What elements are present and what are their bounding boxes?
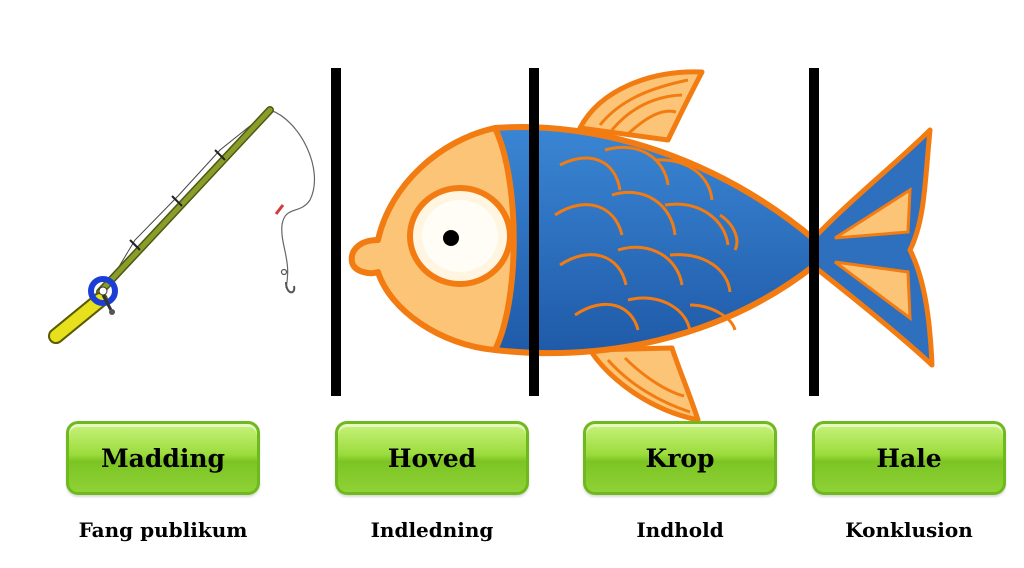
hale-label: Hale — [876, 443, 942, 473]
krop-button[interactable]: Krop — [583, 421, 777, 495]
caption-krop: Indhold — [636, 518, 724, 542]
fish-icon — [348, 69, 935, 423]
caption-hoved: Indledning — [370, 518, 494, 542]
caption-hale: Konklusion — [845, 518, 973, 542]
divider-2 — [529, 68, 539, 396]
divider-1 — [331, 68, 341, 396]
fishing-rod-icon — [48, 106, 315, 344]
section-dividers — [331, 68, 819, 396]
divider-3 — [809, 68, 819, 396]
madding-label: Madding — [101, 443, 225, 473]
krop-label: Krop — [645, 443, 715, 473]
hoved-label: Hoved — [387, 443, 477, 473]
hale-button[interactable]: Hale — [812, 421, 1006, 495]
caption-madding: Fang publikum — [78, 518, 248, 542]
hoved-button[interactable]: Hoved — [335, 421, 529, 495]
madding-button[interactable]: Madding — [66, 421, 260, 495]
